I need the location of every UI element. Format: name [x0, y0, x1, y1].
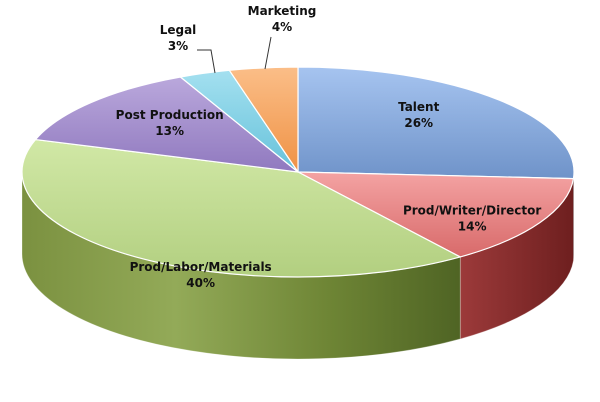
slice-value-post-production: 13%	[155, 124, 184, 138]
pie-slice-post-production	[34, 76, 299, 173]
slice-value-marketing: 4%	[272, 20, 292, 34]
pie-slice-prod-labor-materials	[21, 138, 461, 278]
pie-slice-talent	[297, 66, 575, 180]
leader-line-marketing	[264, 36, 272, 70]
slice-label-talent: Talent	[398, 100, 440, 114]
slice-value-talent: 26%	[404, 116, 433, 130]
slice-value-prod-labor-materials: 40%	[186, 276, 215, 290]
slice-label-prod-labor-materials: Prod/Labor/Materials	[130, 260, 272, 274]
slice-label-prod-writer-director: Prod/Writer/Director	[403, 203, 541, 217]
slice-value-prod-writer-director: 14%	[458, 219, 487, 233]
leader-lines	[197, 36, 272, 74]
slice-value-legal: 3%	[168, 39, 188, 53]
slice-label-marketing: Marketing	[248, 4, 317, 18]
pie-slice-marketing	[228, 66, 299, 173]
slice-label-post-production: Post Production	[116, 108, 224, 122]
pie-slice-prod-writer-director	[297, 171, 575, 258]
pie-slices	[21, 66, 575, 278]
slice-labels: Talent 26% Prod/Writer/Director 14% Prod/Lab…	[116, 4, 542, 290]
leader-line-legal	[197, 49, 216, 74]
slice-label-legal: Legal	[160, 23, 197, 37]
